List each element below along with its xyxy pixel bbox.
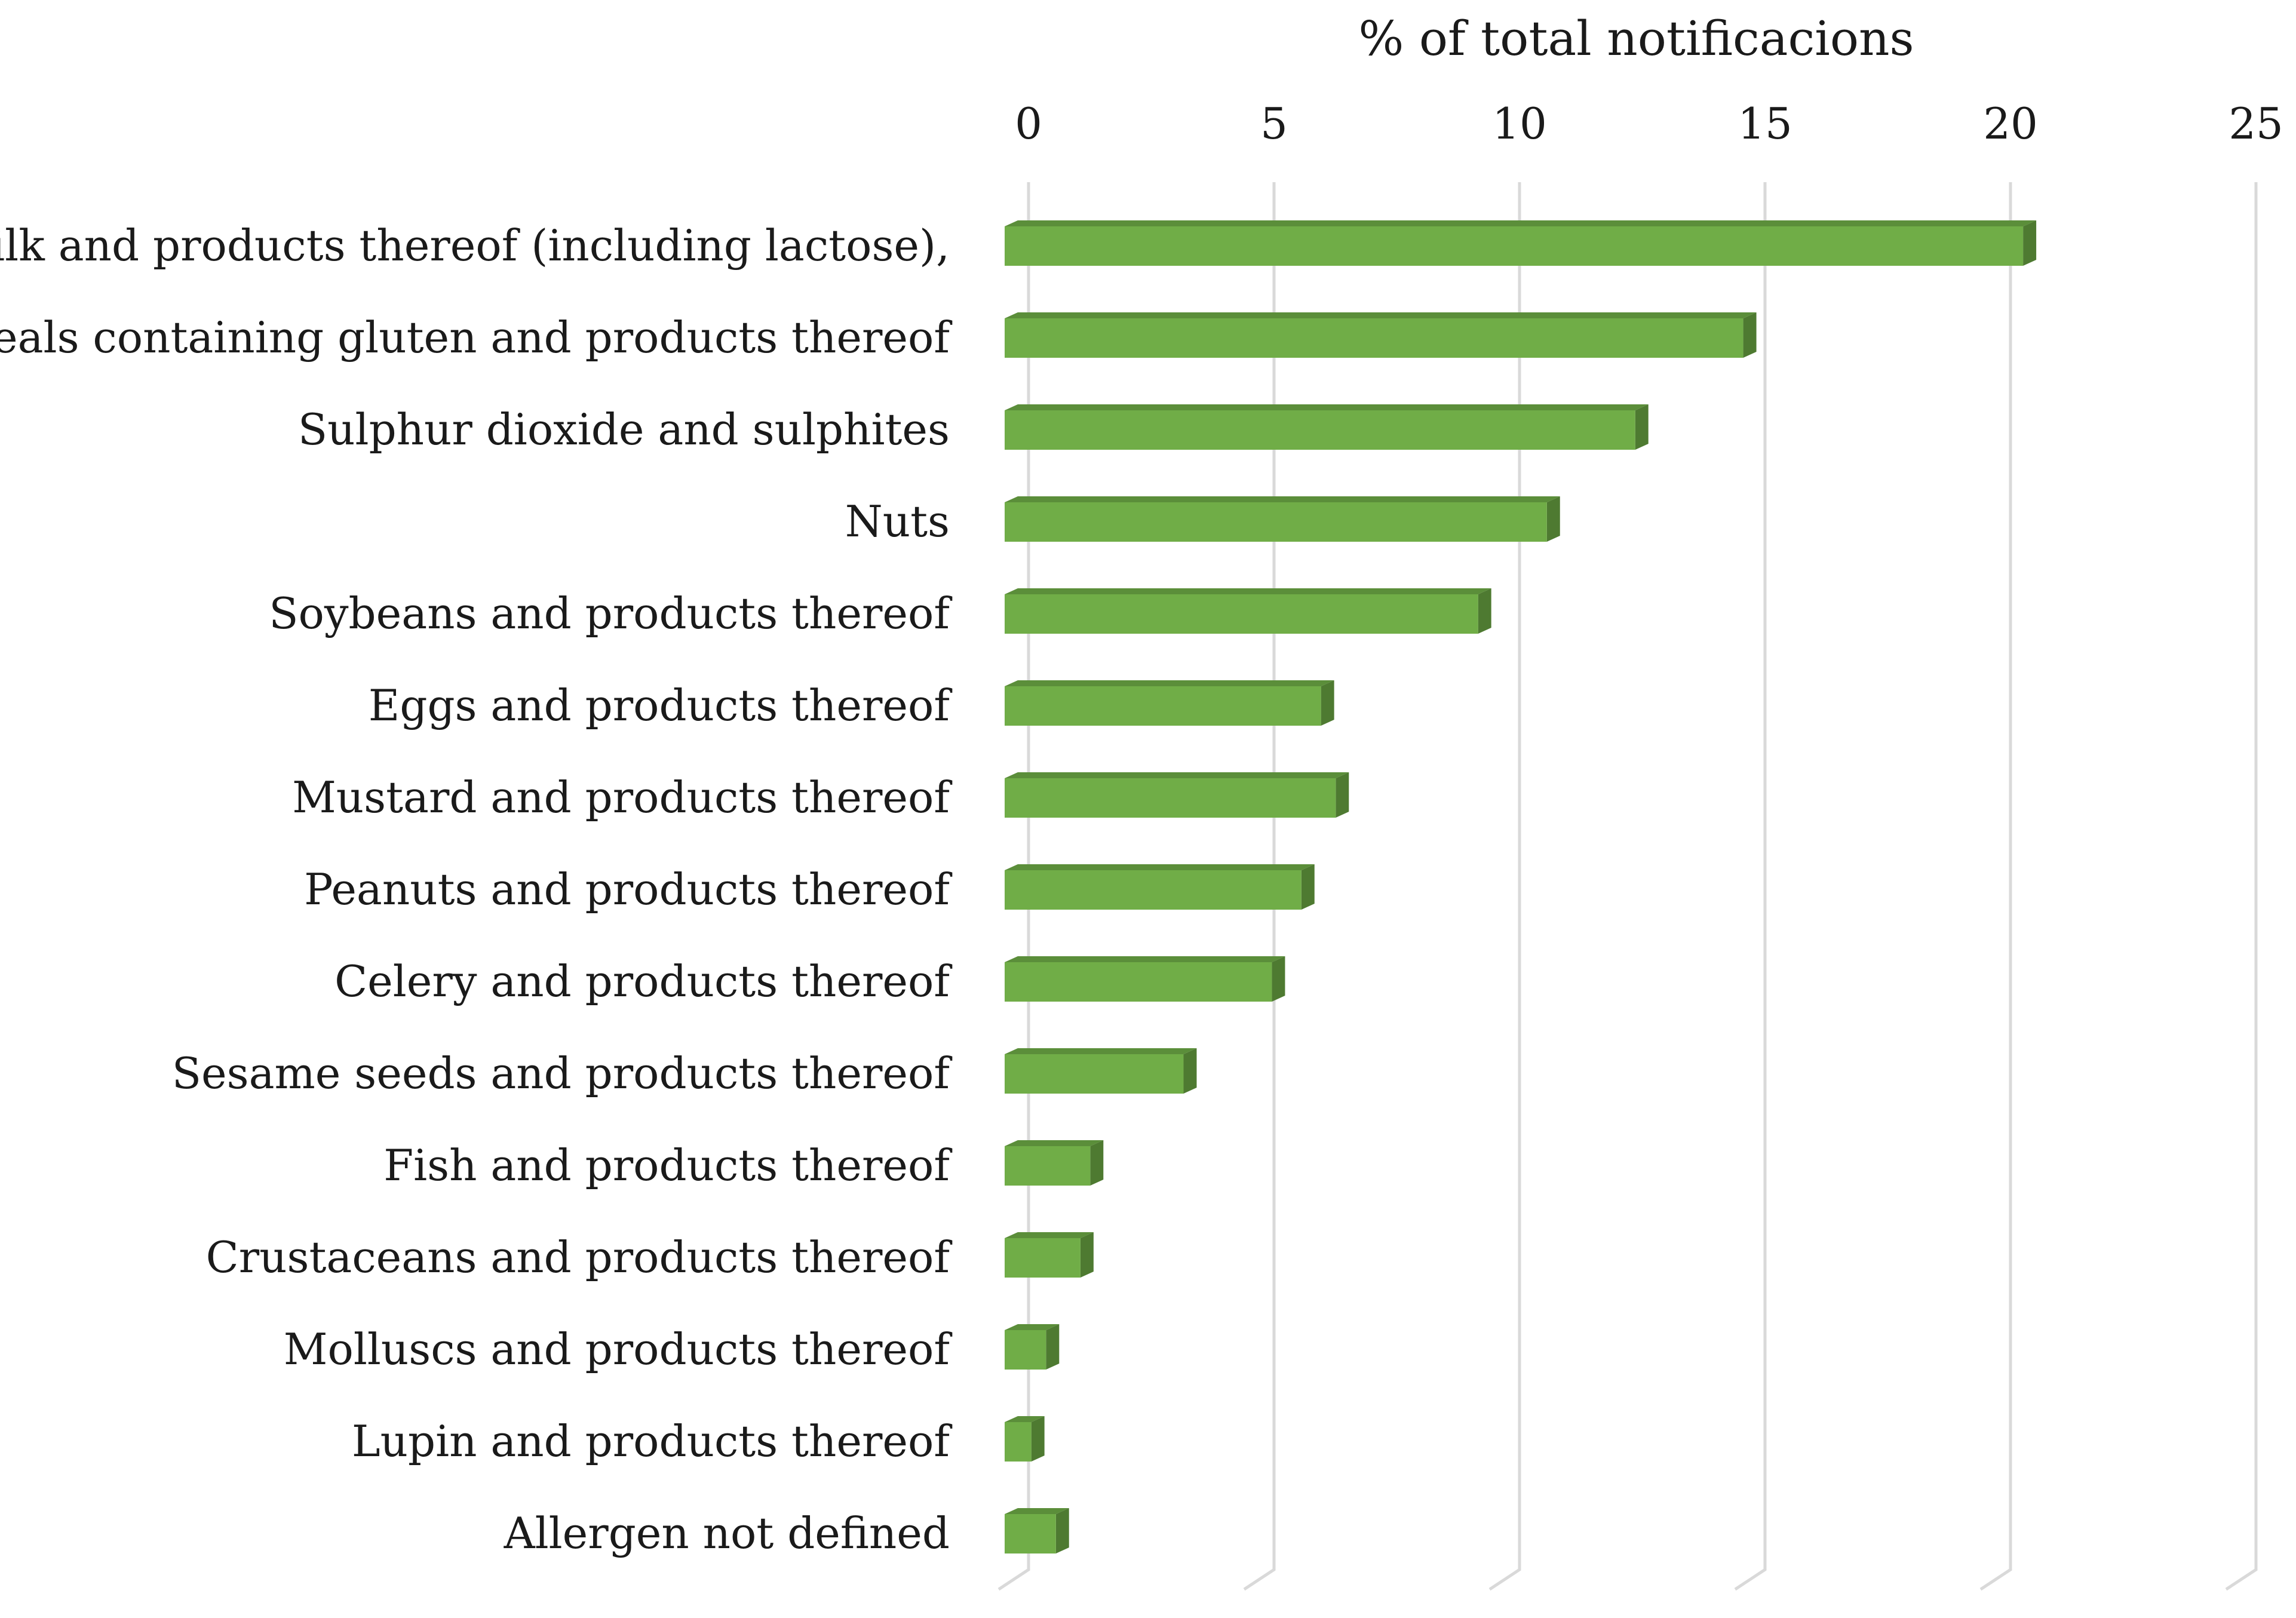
x-tick-label: 20 bbox=[1983, 99, 2038, 149]
gridlines bbox=[997, 182, 2258, 1591]
bar-top-face bbox=[1005, 1508, 1069, 1514]
bar-top-face bbox=[1005, 1048, 1197, 1054]
bar-side-face bbox=[1090, 1140, 1104, 1186]
bar bbox=[1005, 864, 1315, 910]
bar bbox=[1005, 1048, 1197, 1094]
bar bbox=[1005, 220, 2037, 266]
bar bbox=[1005, 312, 1757, 358]
x-tick-label: 0 bbox=[1015, 99, 1042, 149]
bar bbox=[1005, 680, 1334, 726]
bars bbox=[1005, 220, 2037, 1553]
bar-top-face bbox=[1005, 312, 1757, 318]
bar bbox=[1005, 496, 1560, 542]
bar-top-face bbox=[1005, 1140, 1104, 1146]
bar-side-face bbox=[1031, 1416, 1045, 1462]
bar-front-face bbox=[1005, 870, 1302, 910]
x-tick-label: 15 bbox=[1738, 99, 1792, 149]
bar bbox=[1005, 1324, 1060, 1370]
bar-side-face bbox=[1301, 864, 1315, 910]
bar-top-face bbox=[1005, 680, 1334, 686]
bar bbox=[1005, 1232, 1094, 1278]
bar-front-face bbox=[1005, 1330, 1046, 1370]
bar-top-face bbox=[1005, 588, 1491, 594]
bar-front-face bbox=[1005, 1514, 1056, 1553]
category-label: Milk and products thereof (including lac… bbox=[0, 220, 950, 271]
bar-front-face bbox=[1005, 1054, 1184, 1094]
bar-top-face bbox=[1005, 1232, 1094, 1238]
bar-front-face bbox=[1005, 1422, 1032, 1462]
bar-side-face bbox=[1336, 772, 1349, 818]
bar bbox=[1005, 1416, 1045, 1462]
bar-side-face bbox=[1272, 956, 1285, 1002]
bar-top-face bbox=[1005, 496, 1560, 502]
bar-front-face bbox=[1005, 594, 1478, 634]
category-label: Molluscs and products thereof bbox=[284, 1324, 953, 1374]
category-label: Nuts bbox=[845, 496, 950, 547]
bar-front-face bbox=[1005, 962, 1272, 1002]
bar-front-face bbox=[1005, 778, 1336, 818]
bar-front-face bbox=[1005, 1146, 1091, 1186]
bar-front-face bbox=[1005, 318, 1744, 358]
gridline bbox=[1734, 182, 1767, 1591]
category-label: Peanuts and products thereof bbox=[304, 864, 952, 914]
x-tick-label: 5 bbox=[1260, 99, 1288, 149]
x-axis-title: % of total notificacions bbox=[1358, 11, 1914, 66]
bar bbox=[1005, 772, 1349, 818]
bar bbox=[1005, 1508, 1069, 1553]
bar-front-face bbox=[1005, 1238, 1081, 1278]
bar bbox=[1005, 956, 1285, 1002]
bar-top-face bbox=[1005, 1324, 1060, 1330]
bar-top-face bbox=[1005, 864, 1315, 870]
bar bbox=[1005, 588, 1491, 634]
category-label: Cereals containing gluten and products t… bbox=[0, 312, 952, 363]
category-label: Crustaceans and products thereof bbox=[206, 1232, 953, 1282]
bar-side-face bbox=[1743, 312, 1757, 358]
bar-front-face bbox=[1005, 686, 1321, 726]
bar-side-face bbox=[2023, 220, 2037, 266]
bar-side-face bbox=[1055, 1508, 1069, 1553]
gridline bbox=[1243, 182, 1276, 1591]
bar-top-face bbox=[1005, 772, 1349, 778]
bar-side-face bbox=[1546, 496, 1560, 542]
bar-side-face bbox=[1321, 680, 1334, 726]
bar-top-face bbox=[1005, 220, 2037, 226]
bar-front-face bbox=[1005, 410, 1635, 450]
bar-side-face bbox=[1046, 1324, 1060, 1370]
category-label: Lupin and products thereof bbox=[352, 1416, 953, 1466]
x-tick-label: 10 bbox=[1492, 99, 1547, 149]
gridline bbox=[1488, 182, 1521, 1591]
bar-top-face bbox=[1005, 1416, 1045, 1422]
category-label: Soybeans and products thereof bbox=[269, 588, 952, 638]
category-label: Sesame seeds and products thereof bbox=[172, 1048, 953, 1098]
bar-top-face bbox=[1005, 956, 1285, 962]
bar-front-face bbox=[1005, 226, 2024, 266]
gridline bbox=[2225, 182, 2258, 1591]
bar-side-face bbox=[1080, 1232, 1094, 1278]
bar-side-face bbox=[1478, 588, 1491, 634]
gridline bbox=[1979, 182, 2012, 1591]
category-labels: Milk and products thereof (including lac… bbox=[0, 220, 952, 1558]
bar-side-face bbox=[1183, 1048, 1197, 1094]
x-tick-label: 25 bbox=[2229, 99, 2283, 149]
gridline bbox=[997, 182, 1030, 1591]
category-label: Fish and products thereof bbox=[383, 1140, 952, 1190]
bar-front-face bbox=[1005, 502, 1547, 542]
bar bbox=[1005, 1140, 1104, 1186]
category-label: Allergen not defined bbox=[504, 1508, 950, 1558]
x-axis-ticks: 0 5 10 15 20 25 bbox=[1015, 99, 2283, 149]
bar-top-face bbox=[1005, 404, 1649, 410]
category-label: Mustard and products thereof bbox=[292, 772, 952, 822]
bar bbox=[1005, 404, 1649, 450]
category-label: Eggs and products thereof bbox=[369, 680, 953, 730]
category-label: Celery and products thereof bbox=[334, 956, 952, 1006]
bar-side-face bbox=[1635, 404, 1649, 450]
category-label: Sulphur dioxide and sulphites bbox=[298, 404, 950, 455]
